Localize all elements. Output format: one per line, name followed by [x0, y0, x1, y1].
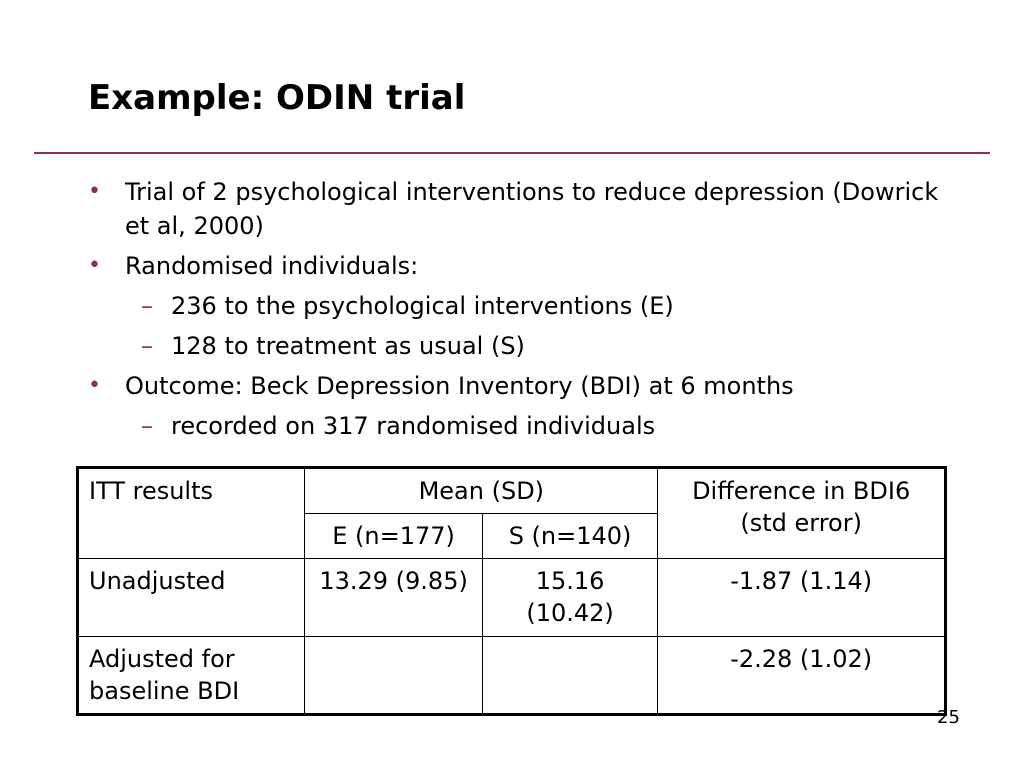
slide-title: Example: ODIN trial: [88, 78, 466, 118]
sub-bullet-text: 128 to treatment as usual (S): [171, 332, 525, 360]
table-row: Adjusted for baseline BDI -2.28 (1.02): [76, 636, 946, 715]
row-label: Unadjusted: [76, 558, 306, 637]
corner-header: ITT results: [76, 467, 306, 559]
sub-bullet-item: – recorded on 317 randomised individuals: [88, 409, 968, 443]
bullet-text: Outcome: Beck Depression Inventory (BDI)…: [125, 372, 794, 400]
row-label: Adjusted for baseline BDI: [76, 636, 306, 715]
bullet-item: • Trial of 2 psychological interventions…: [88, 175, 968, 243]
cell-e: 13.29 (9.85): [304, 558, 483, 637]
bullet-dot-icon: •: [88, 253, 101, 278]
cell-s: [481, 636, 659, 715]
cell-diff: -1.87 (1.14): [657, 558, 946, 637]
table-row: Unadjusted 13.29 (9.85) 15.16 (10.42) -1…: [76, 558, 946, 637]
bullet-text: Randomised individuals:: [125, 252, 419, 280]
dash-icon: –: [141, 332, 153, 360]
bullet-list: • Trial of 2 psychological interventions…: [88, 175, 968, 449]
dash-icon: –: [141, 412, 153, 440]
table-subheader-row: E (n=177) S (n=140): [78, 513, 946, 559]
title-divider: [34, 152, 990, 154]
bullet-text: Trial of 2 psychological interventions t…: [125, 178, 939, 240]
page-number: 25: [937, 707, 960, 728]
sub-bullet-item: – 128 to treatment as usual (S): [88, 329, 968, 363]
sub-bullet-text: 236 to the psychological interventions (…: [171, 292, 674, 320]
cell-e: [304, 636, 483, 715]
col-header-e: E (n=177): [304, 513, 483, 559]
sub-bullet-item: – 236 to the psychological interventions…: [88, 289, 968, 323]
cell-s: 15.16 (10.42): [481, 558, 659, 637]
results-table: ITT results Mean (SD) Difference in BDI6…: [76, 466, 947, 716]
table-header-row: ITT results Mean (SD) Difference in BDI6…: [76, 467, 946, 559]
difference-header: Difference in BDI6 (std error): [657, 467, 946, 559]
col-header-s: S (n=140): [481, 513, 659, 559]
bullet-item: • Outcome: Beck Depression Inventory (BD…: [88, 369, 968, 403]
bullet-item: • Randomised individuals:: [88, 249, 968, 283]
dash-icon: –: [141, 292, 153, 320]
cell-diff: -2.28 (1.02): [657, 636, 946, 715]
bullet-dot-icon: •: [88, 373, 101, 398]
bullet-dot-icon: •: [88, 179, 101, 204]
sub-bullet-text: recorded on 317 randomised individuals: [171, 412, 656, 440]
mean-sd-header: Mean (SD): [304, 467, 659, 514]
